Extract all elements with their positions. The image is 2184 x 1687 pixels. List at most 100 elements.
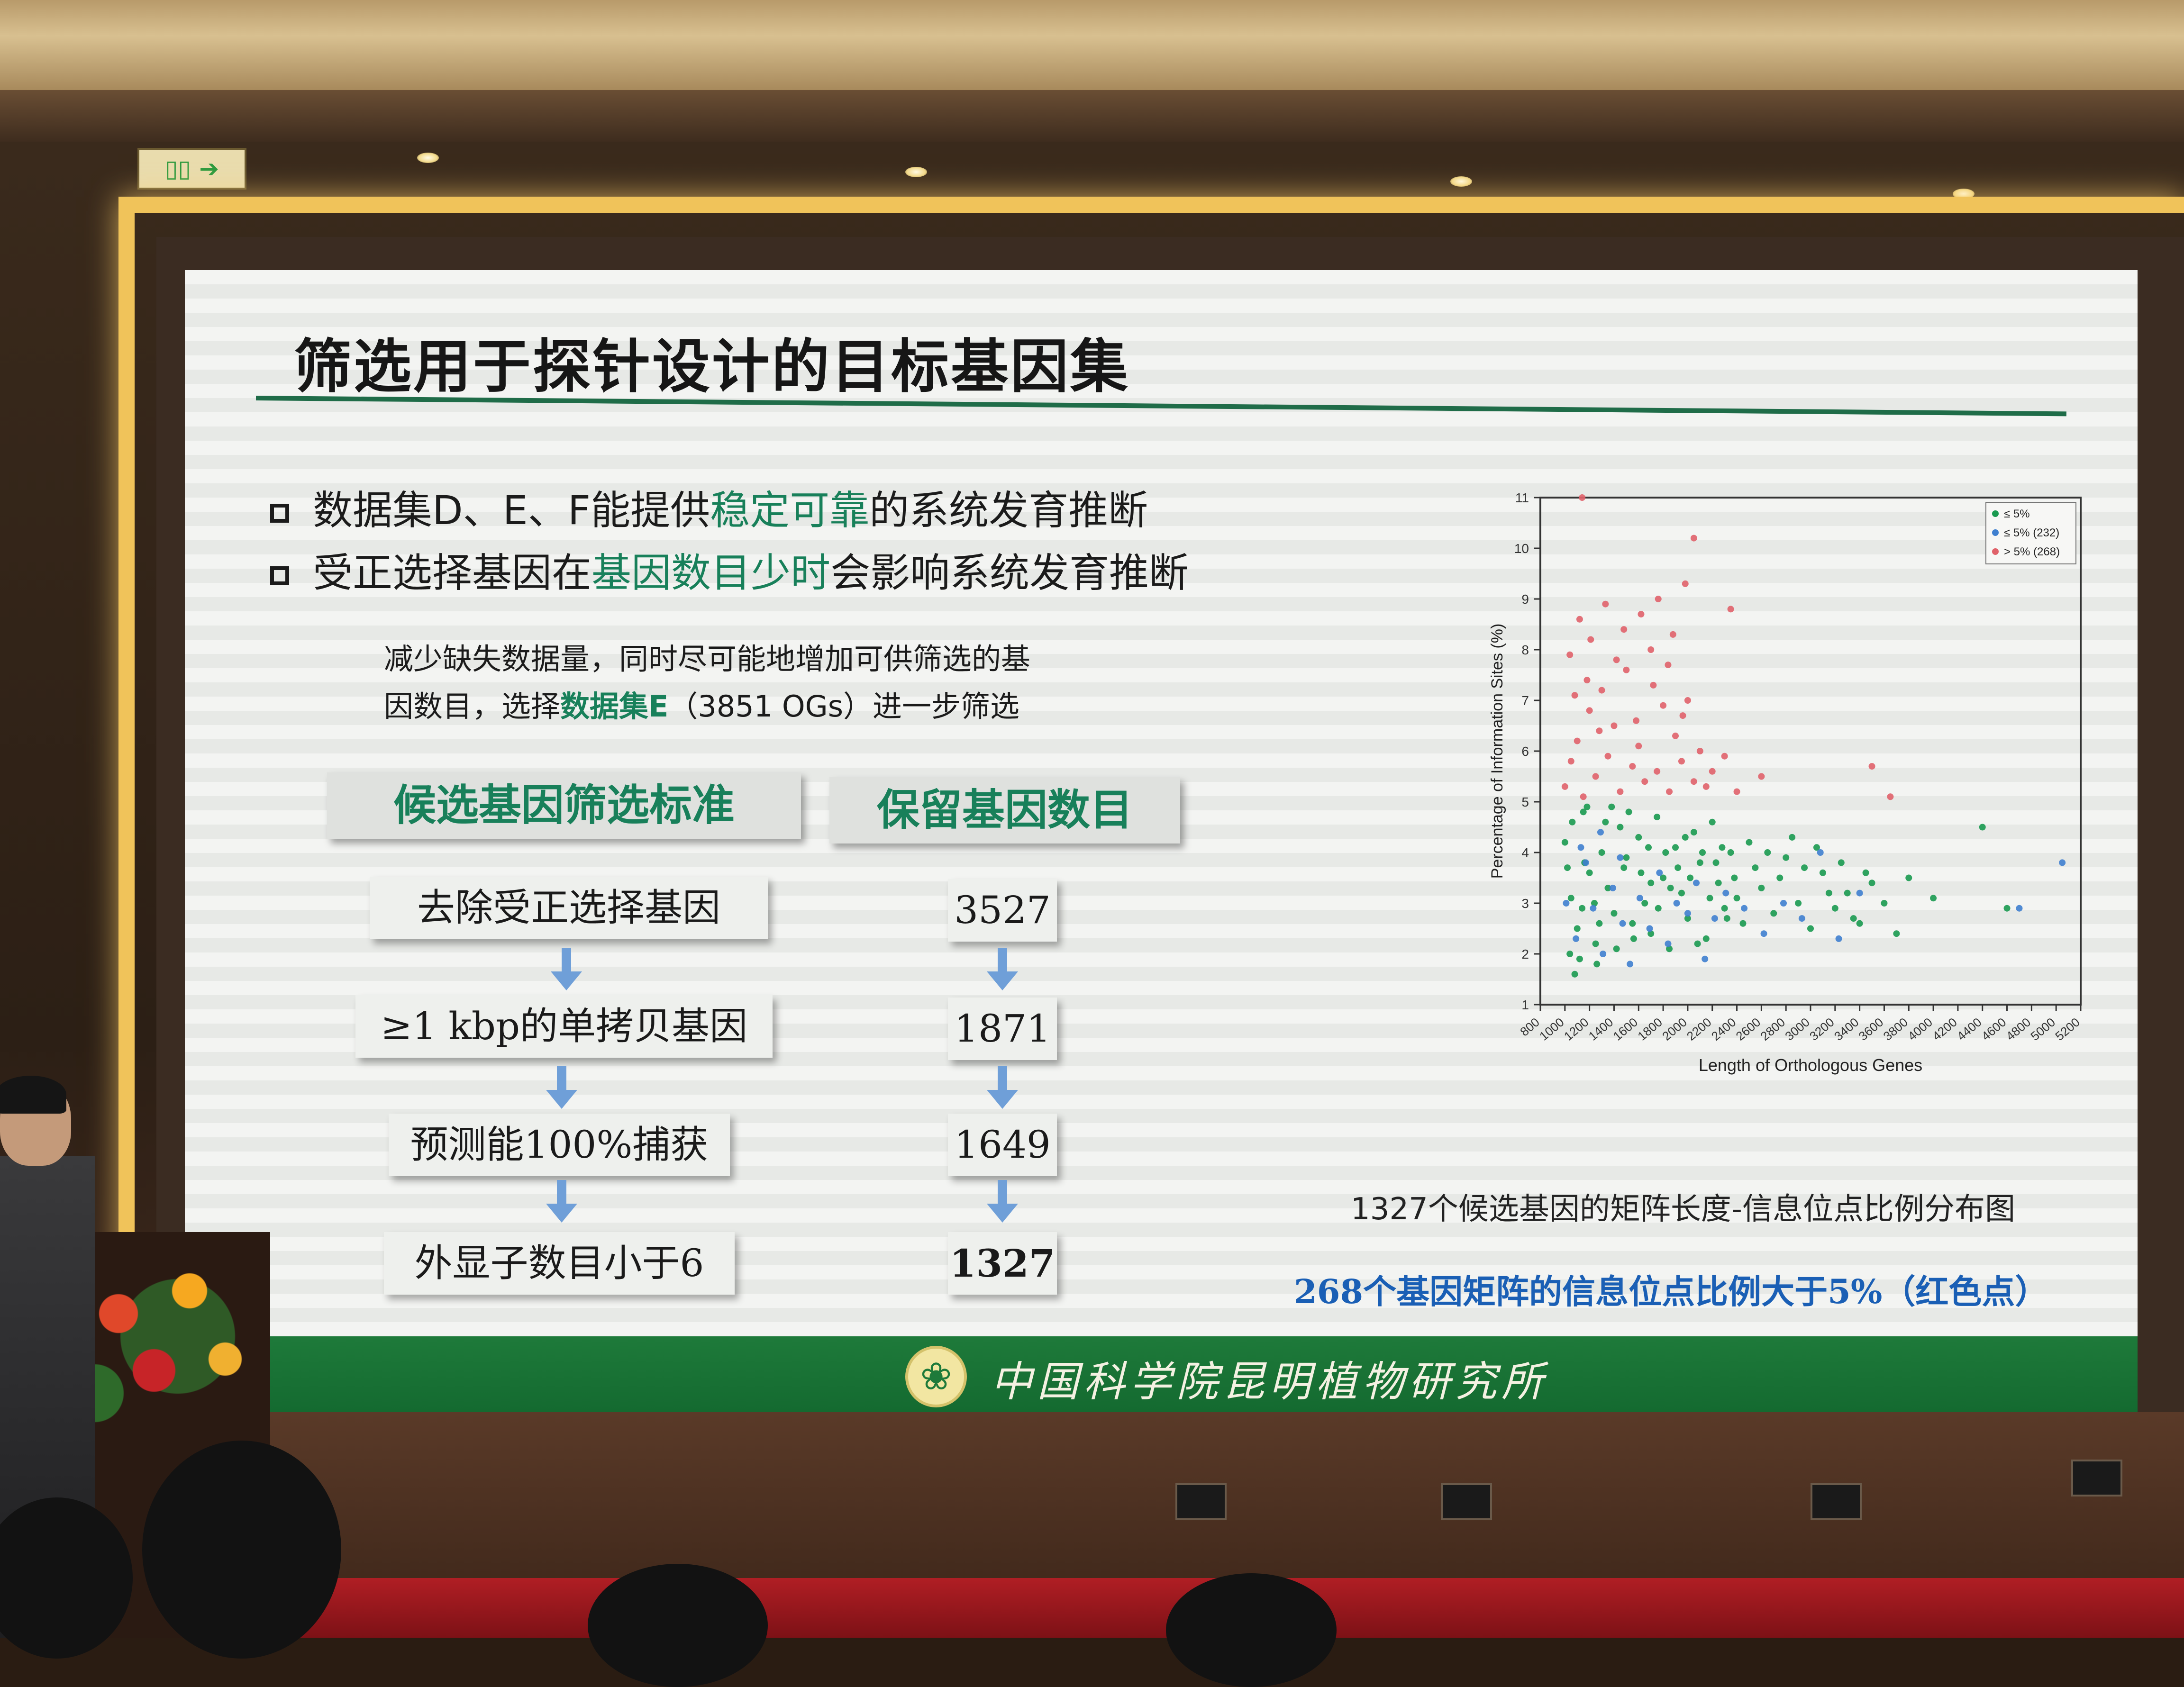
data-point [1629,763,1636,770]
data-point [1856,889,1863,897]
data-point [1576,955,1583,962]
data-point [1825,889,1832,897]
x-tick-label: 2000 [1659,1015,1690,1043]
data-point [2059,859,2066,866]
data-point [1979,824,1986,831]
data-point [1665,662,1672,669]
count-header: 保留基因数目 [829,777,1180,844]
data-point [1741,905,1748,912]
data-point [1881,900,1888,907]
data-point [1868,763,1875,770]
data-point [1625,808,1632,816]
data-point [1694,940,1701,947]
x-tick-label: 5200 [2052,1015,2083,1043]
legend-label: ≤ 5% (232) [2004,526,2059,539]
down-arrow-icon [551,948,582,990]
chart-caption: 1327个候选基因的矩阵长度-信息位点比例分布图 [1351,1192,2015,1227]
data-point [1868,880,1875,887]
x-tick-label: 4800 [2003,1015,2034,1043]
audience-head [0,1497,133,1659]
y-tick-label: 9 [1521,592,1529,607]
data-point [1672,844,1679,851]
data-point [1629,920,1636,927]
criteria-header: 候选基因筛选标准 [327,772,801,839]
presenter-hair [0,1076,66,1114]
data-point [1684,910,1691,917]
data-point [1669,631,1676,638]
data-point [1905,874,1912,881]
data-point [1807,925,1814,932]
data-point [1674,864,1682,871]
data-point [1609,884,1616,891]
x-tick-label: 1800 [1635,1015,1665,1043]
data-point [1727,849,1734,856]
data-point [1746,839,1753,846]
bullet-2-pre: 受正选择基因在 [313,550,592,596]
data-point [1590,905,1597,912]
data-point [1719,844,1726,851]
wall-outlet [1811,1483,1862,1520]
data-point [1690,829,1697,836]
data-point [1580,808,1587,816]
data-point [1662,849,1669,856]
note-line-2-strong: 数据集E [560,689,669,724]
data-point [1602,818,1609,825]
data-point [1723,915,1730,922]
data-point [1576,616,1583,623]
ceiling [0,0,2184,90]
data-point [1673,900,1680,907]
legend-marker [1992,548,1999,555]
data-point [1636,895,1643,902]
data-point [1563,900,1570,907]
data-point [1641,900,1648,907]
data-point [1672,732,1679,739]
bullet-2-post: 会影响系统发育推断 [830,550,1189,596]
data-point [1579,905,1586,912]
data-point [1709,818,1716,825]
count-row-1: 3527 [948,879,1057,942]
institute-name: 中国科学院昆明植物研究所 [991,1357,1548,1406]
data-point [1758,884,1765,891]
data-point [2016,905,2023,912]
data-point [1682,834,1689,841]
data-point [1856,920,1863,927]
data-point [1709,768,1716,775]
data-point [1702,935,1710,942]
x-tick-label: 4000 [1905,1015,1935,1043]
data-point [1641,778,1648,785]
note-line-2: 因数目，选择数据集E（3851 OGs）进一步筛选 [384,682,1019,725]
data-point [1690,778,1697,785]
down-arrow-icon [987,1066,1018,1109]
data-point [1647,880,1655,887]
data-point [1667,884,1674,891]
data-point [1696,859,1703,866]
data-point [1564,864,1571,871]
data-point [1586,869,1593,876]
legend-label: > 5% (268) [2004,545,2060,558]
data-point [1712,859,1720,866]
data-point [1627,961,1634,968]
down-arrow-icon [546,1180,577,1223]
data-point [1611,910,1618,917]
data-point [1654,814,1661,821]
data-point [1727,606,1734,613]
data-point [1758,773,1765,780]
data-point [1597,829,1604,836]
data-point [1630,935,1637,942]
data-point [1780,900,1787,907]
data-point [1702,783,1710,790]
data-point [1678,758,1685,765]
title-divider [255,396,2066,417]
data-point [1573,935,1580,942]
data-point [1571,970,1578,978]
data-point [1647,646,1655,653]
data-point [1798,915,1805,922]
data-point [1656,869,1663,876]
x-tick-label: 3400 [1831,1015,1862,1043]
data-point [1655,596,1662,602]
x-tick-label: 4600 [1979,1015,2009,1043]
data-point [1893,930,1900,937]
data-point [1617,788,1624,795]
x-tick-label: 1000 [1537,1015,1567,1043]
count-row-2: 1871 [948,998,1057,1060]
